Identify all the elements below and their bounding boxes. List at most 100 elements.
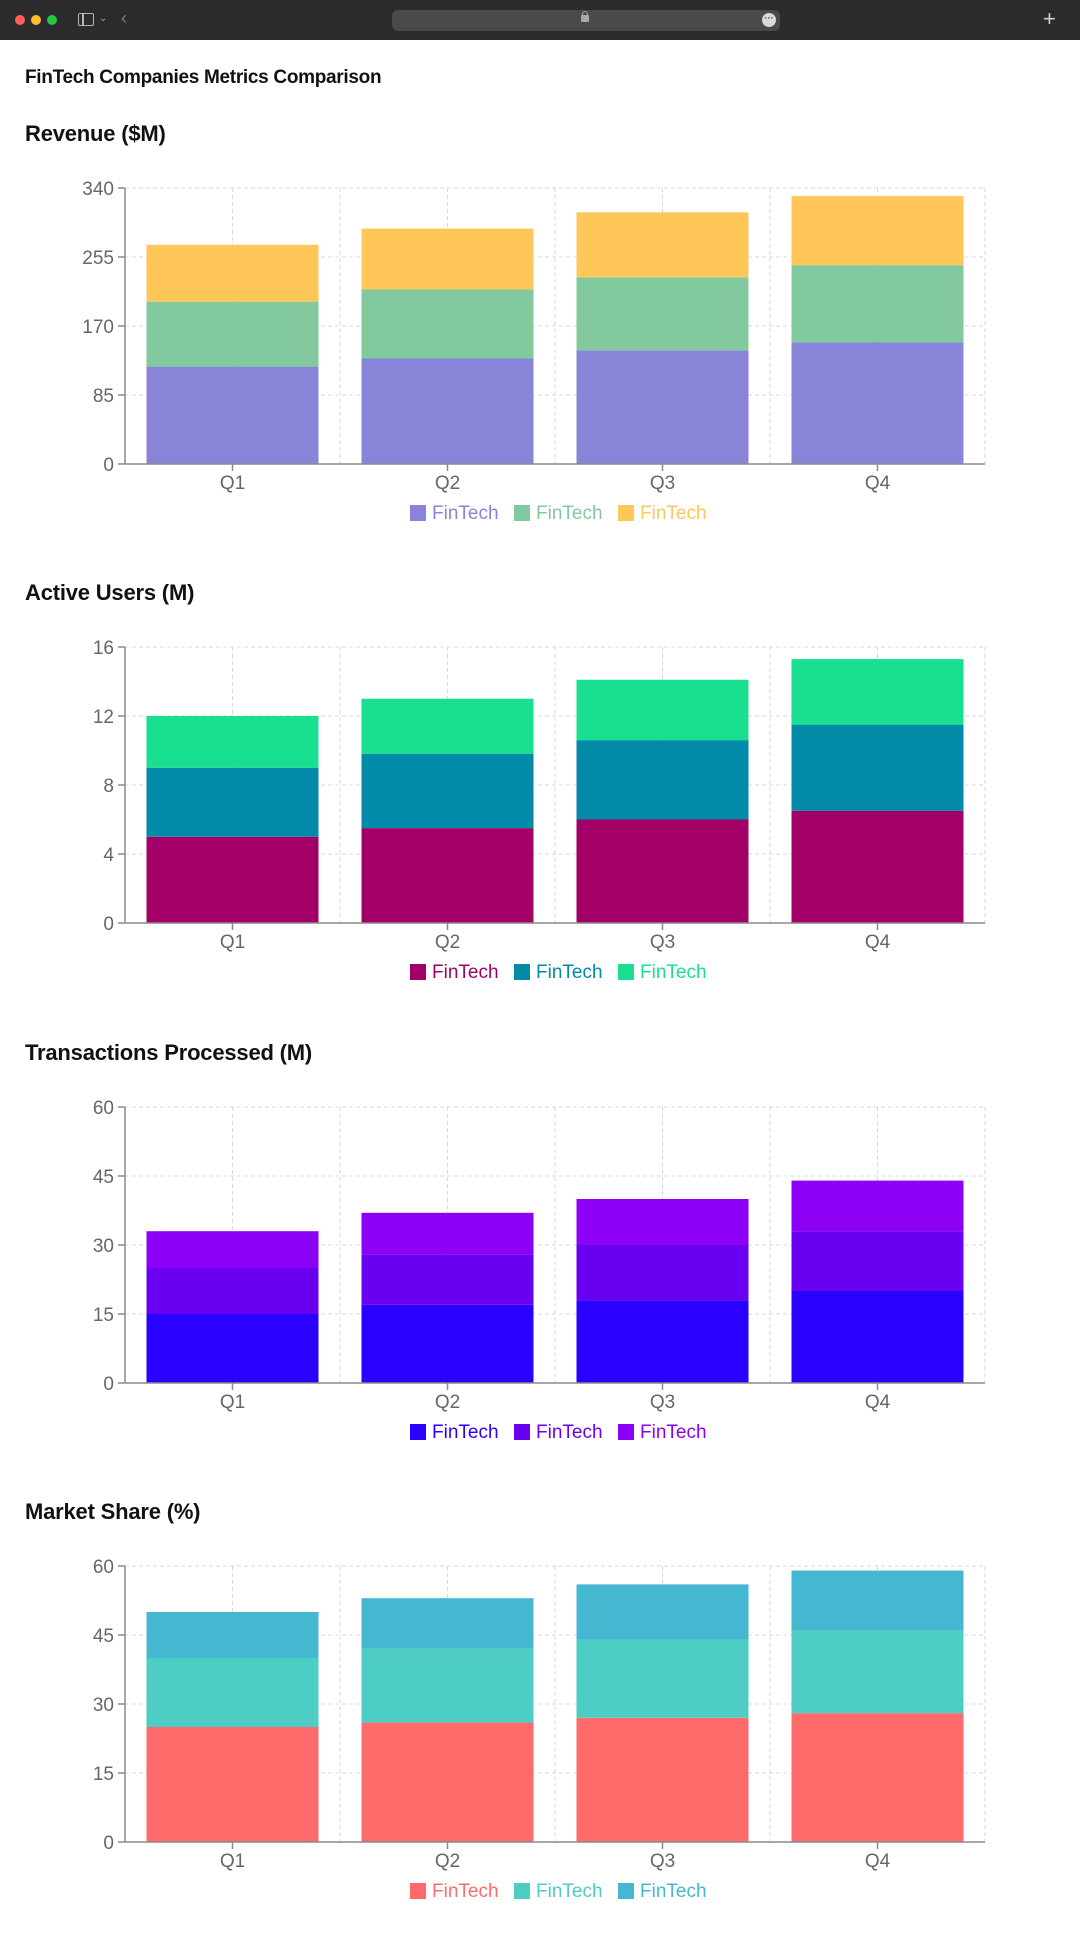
legend-swatch-1	[410, 1424, 426, 1440]
legend-label-3[interactable]: FinTech	[640, 962, 707, 983]
bar-segment-q3-series-2[interactable]	[576, 277, 749, 351]
bar-segment-q1-series-1[interactable]	[146, 1727, 319, 1842]
bar-segment-q2-series-3[interactable]	[361, 1598, 534, 1649]
x-tick-label: Q1	[220, 932, 245, 953]
back-icon[interactable]: ‹	[121, 8, 127, 28]
bar-segment-q3-series-2[interactable]	[576, 1245, 749, 1301]
bar-segment-q1-series-2[interactable]	[146, 1268, 319, 1314]
y-tick-label: 255	[82, 248, 114, 269]
legend-swatch-2	[514, 1424, 530, 1440]
y-tick-label: 60	[93, 1557, 114, 1578]
legend-label-3[interactable]: FinTech	[640, 503, 707, 524]
bar-segment-q1-series-1[interactable]	[146, 1314, 319, 1383]
x-tick-label: Q3	[650, 1392, 675, 1413]
x-tick-label: Q1	[220, 473, 245, 494]
bar-segment-q4-series-1[interactable]	[791, 1291, 964, 1383]
bar-segment-q1-series-2[interactable]	[146, 1658, 319, 1727]
bar-segment-q2-series-1[interactable]	[361, 828, 534, 923]
legend-swatch-3	[618, 1424, 634, 1440]
bar-segment-q2-series-1[interactable]	[361, 1304, 534, 1383]
legend-label-1[interactable]: FinTech	[432, 962, 499, 983]
y-tick-label: 12	[93, 707, 114, 728]
revenue-chart: 0 85 170 255 340 Q1 Q2 Q3 Q4 FinTech FinTech FinTec…	[82, 179, 986, 524]
y-tick-label: 30	[93, 1236, 114, 1257]
y-tick-label: 60	[93, 1098, 114, 1119]
bar-segment-q3-series-3[interactable]	[576, 1584, 749, 1640]
bar-segment-q2-series-2[interactable]	[361, 289, 534, 359]
bar-segment-q2-series-2[interactable]	[361, 753, 534, 829]
bar-segment-q2-series-3[interactable]	[361, 698, 534, 754]
address-bar[interactable]: ···	[392, 10, 780, 31]
y-tick-label: 15	[93, 1305, 114, 1326]
bar-segment-q2-series-1[interactable]	[361, 1722, 534, 1842]
legend-label-1[interactable]: FinTech	[432, 503, 499, 524]
y-tick-label: 16	[93, 638, 114, 659]
bar-segment-q2-series-2[interactable]	[361, 1254, 534, 1305]
browser-toolbar: ⌄ ‹ ··· +	[0, 0, 1080, 40]
bar-segment-q1-series-3[interactable]	[146, 244, 319, 302]
bar-segment-q1-series-3[interactable]	[146, 1612, 319, 1658]
market-share-chart: 0 15 30 45 60 Q1 Q2 Q3 Q4 FinTech FinTech FinTech	[93, 1557, 986, 1902]
legend-label-2[interactable]: FinTech	[536, 1881, 603, 1902]
bar-segment-q4-series-3[interactable]	[791, 1180, 964, 1232]
x-tick-label: Q1	[220, 1392, 245, 1413]
legend-label-3[interactable]: FinTech	[640, 1881, 707, 1902]
bar-segment-q1-series-3[interactable]	[146, 1231, 319, 1268]
plus-icon[interactable]: +	[1043, 6, 1056, 31]
chart-title-market-share: Market Share (%)	[25, 1499, 201, 1524]
bar-segment-q4-series-3[interactable]	[791, 1570, 964, 1631]
bar-segment-q3-series-1[interactable]	[576, 1300, 749, 1383]
legend-swatch-1	[410, 964, 426, 980]
bar-segment-q1-series-1[interactable]	[146, 366, 319, 464]
legend-label-2[interactable]: FinTech	[536, 503, 603, 524]
zoom-window-button[interactable]	[47, 15, 57, 25]
bar-segment-q4-series-2[interactable]	[791, 1231, 964, 1291]
bar-segment-q4-series-1[interactable]	[791, 342, 964, 464]
bar-segment-q4-series-3[interactable]	[791, 196, 964, 266]
bar-segment-q3-series-1[interactable]	[576, 350, 749, 464]
close-window-button[interactable]	[15, 15, 25, 25]
bar-segment-q4-series-1[interactable]	[791, 810, 964, 923]
legend-label-1[interactable]: FinTech	[432, 1422, 499, 1443]
bar-segment-q4-series-3[interactable]	[791, 659, 964, 725]
bar-segment-q1-series-2[interactable]	[146, 767, 319, 837]
y-tick-label: 30	[93, 1695, 114, 1716]
bar-segment-q3-series-3[interactable]	[576, 679, 749, 741]
x-tick-label: Q4	[865, 1851, 891, 1872]
bar-segment-q1-series-2[interactable]	[146, 301, 319, 367]
bar-segment-q3-series-2[interactable]	[576, 1639, 749, 1718]
page-title: FinTech Companies Metrics Comparison	[25, 67, 382, 88]
bar-segment-q1-series-3[interactable]	[146, 716, 319, 768]
bar-segment-q3-series-3[interactable]	[576, 1199, 749, 1245]
y-tick-label: 0	[103, 914, 114, 935]
legend-label-2[interactable]: FinTech	[536, 1422, 603, 1443]
x-tick-label: Q1	[220, 1851, 245, 1872]
legend-label-2[interactable]: FinTech	[536, 962, 603, 983]
bar-segment-q2-series-3[interactable]	[361, 228, 534, 290]
bar-segment-q4-series-1[interactable]	[791, 1713, 964, 1842]
legend-label-1[interactable]: FinTech	[432, 1881, 499, 1902]
y-tick-label: 85	[93, 386, 114, 407]
bar-segment-q2-series-3[interactable]	[361, 1212, 534, 1255]
minimize-window-button[interactable]	[31, 15, 41, 25]
y-tick-label: 4	[103, 845, 114, 866]
bar-segment-q4-series-2[interactable]	[791, 724, 964, 811]
bar-segment-q1-series-1[interactable]	[146, 836, 319, 923]
bar-segment-q3-series-3[interactable]	[576, 212, 749, 278]
more-icon[interactable]: ···	[762, 13, 776, 27]
legend-label-3[interactable]: FinTech	[640, 1422, 707, 1443]
y-tick-label: 8	[103, 776, 114, 797]
x-tick-label: Q4	[865, 932, 891, 953]
bar-segment-q3-series-1[interactable]	[576, 819, 749, 924]
bar-segment-q4-series-2[interactable]	[791, 265, 964, 343]
bar-segment-q2-series-2[interactable]	[361, 1648, 534, 1723]
bar-segment-q3-series-2[interactable]	[576, 740, 749, 820]
bar-segment-q2-series-1[interactable]	[361, 358, 534, 464]
lock-icon	[581, 11, 589, 22]
y-tick-label: 0	[103, 1374, 114, 1395]
chevron-down-icon[interactable]: ⌄	[99, 13, 108, 24]
sidebar-icon[interactable]	[78, 13, 94, 26]
bar-segment-q3-series-1[interactable]	[576, 1717, 749, 1842]
y-tick-label: 170	[82, 317, 114, 338]
bar-segment-q4-series-2[interactable]	[791, 1630, 964, 1714]
